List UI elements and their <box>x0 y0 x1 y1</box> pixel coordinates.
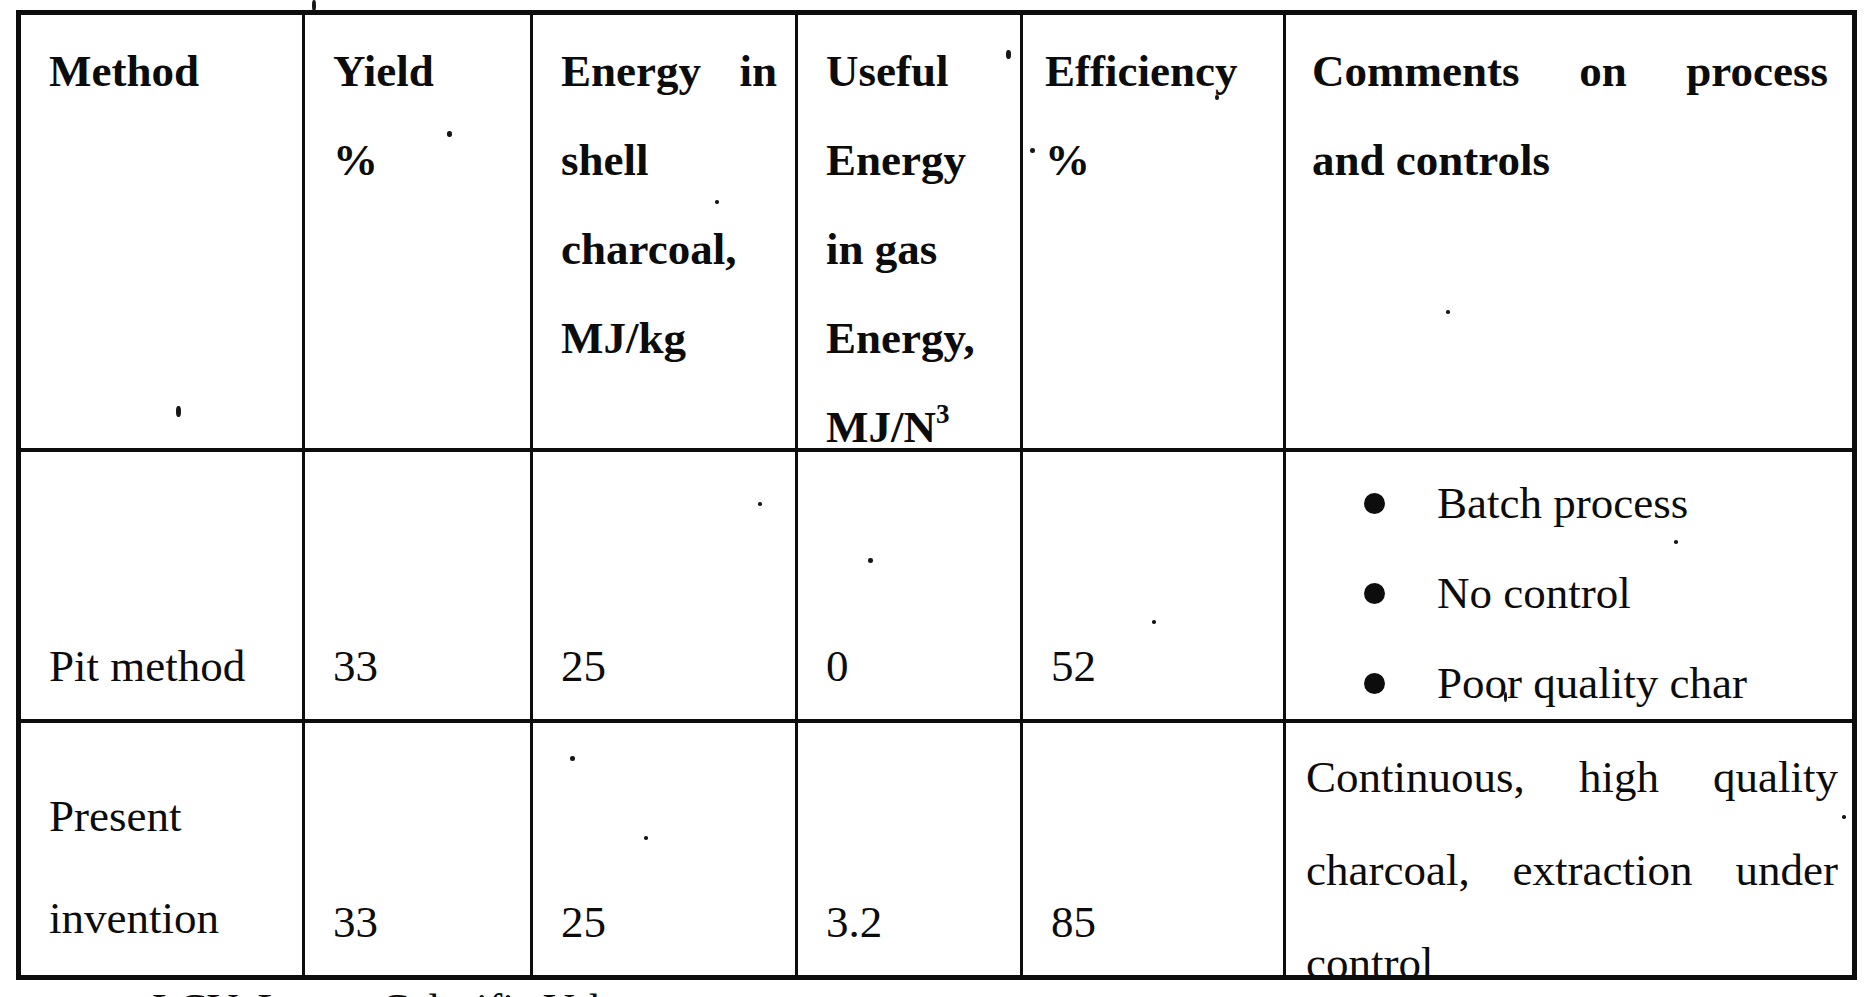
scan-speck <box>868 558 873 563</box>
bullet-icon <box>1364 493 1385 514</box>
pit-useful-gas-value: 0 <box>826 621 1002 711</box>
scan-speck <box>715 200 719 204</box>
header-energy-shell-line-2: shell <box>561 116 777 205</box>
cutoff-footnote-text: LCV: Lower Calorific Value <box>152 986 1052 997</box>
bullet-icon <box>1364 583 1385 604</box>
present-comment-line-2: charcoal, extraction under <box>1306 824 1838 917</box>
header-useful-gas-line-2: Energy <box>826 116 1002 205</box>
scan-speck <box>1504 692 1507 702</box>
pit-comment-bullet-2: No control <box>1286 548 1836 638</box>
scan-speck <box>176 406 181 417</box>
present-energy-shell-value: 25 <box>561 877 777 967</box>
header-cell-comments: Comments on process and controls <box>1286 15 1852 452</box>
header-energy-shell-line-3: charcoal, <box>561 205 777 294</box>
present-comment-line-3: control <box>1306 917 1838 975</box>
scan-speck <box>1152 620 1156 624</box>
header-method-label: Method <box>49 27 284 116</box>
header-useful-gas-unit: MJ/N3 <box>826 383 1002 452</box>
header-useful-gas-line-1: Useful <box>826 27 1002 116</box>
cell-pit-energy-shell: 25 <box>533 452 798 723</box>
header-useful-gas-unit-superscript: 3 <box>936 399 950 429</box>
header-efficiency-line-2: % <box>1045 116 1275 205</box>
pit-comment-bullet-1: Batch process <box>1286 458 1836 548</box>
present-method-line-2: invention <box>49 867 284 969</box>
cell-pit-method-name: Pit method <box>21 452 305 723</box>
header-useful-gas-line-4: Energy, <box>826 294 1002 383</box>
header-yield-line-2: % <box>333 116 512 205</box>
present-yield-value: 33 <box>333 877 512 967</box>
pit-energy-shell-value: 25 <box>561 621 777 711</box>
present-method-line-1: Present <box>49 765 284 867</box>
pit-comment-bullet-2-text: No control <box>1437 548 1631 638</box>
present-efficiency-value: 85 <box>1051 877 1265 967</box>
pit-method-label: Pit method <box>49 621 284 711</box>
header-cell-useful-gas: Useful Energy in gas Energy, MJ/N3 <box>798 15 1023 452</box>
header-comments-line-1: Comments on process <box>1312 27 1828 116</box>
scan-speck <box>1842 815 1846 819</box>
header-cell-yield: Yield % <box>305 15 533 452</box>
header-cell-efficiency: Efficiency % <box>1023 15 1286 452</box>
scan-speck <box>644 836 648 840</box>
scan-speck <box>1215 95 1219 100</box>
cell-pit-useful-gas: 0 <box>798 452 1023 723</box>
header-cell-method: Method <box>21 15 305 452</box>
header-energy-shell-line-4: MJ/kg <box>561 294 777 383</box>
cell-present-comments: Continuous, high quality charcoal, extra… <box>1286 723 1852 975</box>
cell-present-useful-gas: 3.2 <box>798 723 1023 975</box>
pit-efficiency-value: 52 <box>1051 621 1265 711</box>
header-useful-gas-line-3: in gas <box>826 205 1002 294</box>
header-useful-gas-unit-base: MJ/N <box>826 402 936 452</box>
scan-speck <box>1006 50 1011 59</box>
scanned-document-page: Method Yield % Energy in shell charcoal,… <box>0 0 1875 997</box>
scan-speck <box>312 0 316 11</box>
pit-comment-bullet-3-text: Poor quality char <box>1437 638 1747 723</box>
scan-speck <box>758 502 762 506</box>
scan-speck <box>447 131 452 137</box>
pit-yield-value: 33 <box>333 621 512 711</box>
header-cell-energy-shell: Energy in shell charcoal, MJ/kg <box>533 15 798 452</box>
pit-comment-bullet-3: Poor quality char <box>1286 638 1836 723</box>
cell-present-efficiency: 85 <box>1023 723 1286 975</box>
cell-pit-efficiency: 52 <box>1023 452 1286 723</box>
header-energy-shell-line-1: Energy in <box>561 27 777 116</box>
scan-speck <box>570 756 575 761</box>
cell-present-method-name: Present invention <box>21 723 305 975</box>
pit-comment-bullet-1-text: Batch process <box>1437 458 1688 548</box>
scan-speck <box>1446 310 1450 314</box>
present-useful-gas-value: 3.2 <box>826 877 1002 967</box>
cell-present-yield: 33 <box>305 723 533 975</box>
charcoal-methods-comparison-table: Method Yield % Energy in shell charcoal,… <box>16 10 1857 980</box>
scan-speck <box>1030 148 1035 153</box>
header-yield-line-1: Yield <box>333 27 512 116</box>
scan-speck <box>1674 540 1678 544</box>
header-efficiency-line-1: Efficiency <box>1045 27 1275 116</box>
present-comment-line-1: Continuous, high quality <box>1306 731 1838 824</box>
header-comments-line-2: and controls <box>1312 116 1828 205</box>
cell-pit-yield: 33 <box>305 452 533 723</box>
bullet-icon <box>1364 673 1385 694</box>
cell-pit-comments: Batch process No control Poor quality ch… <box>1286 452 1852 723</box>
